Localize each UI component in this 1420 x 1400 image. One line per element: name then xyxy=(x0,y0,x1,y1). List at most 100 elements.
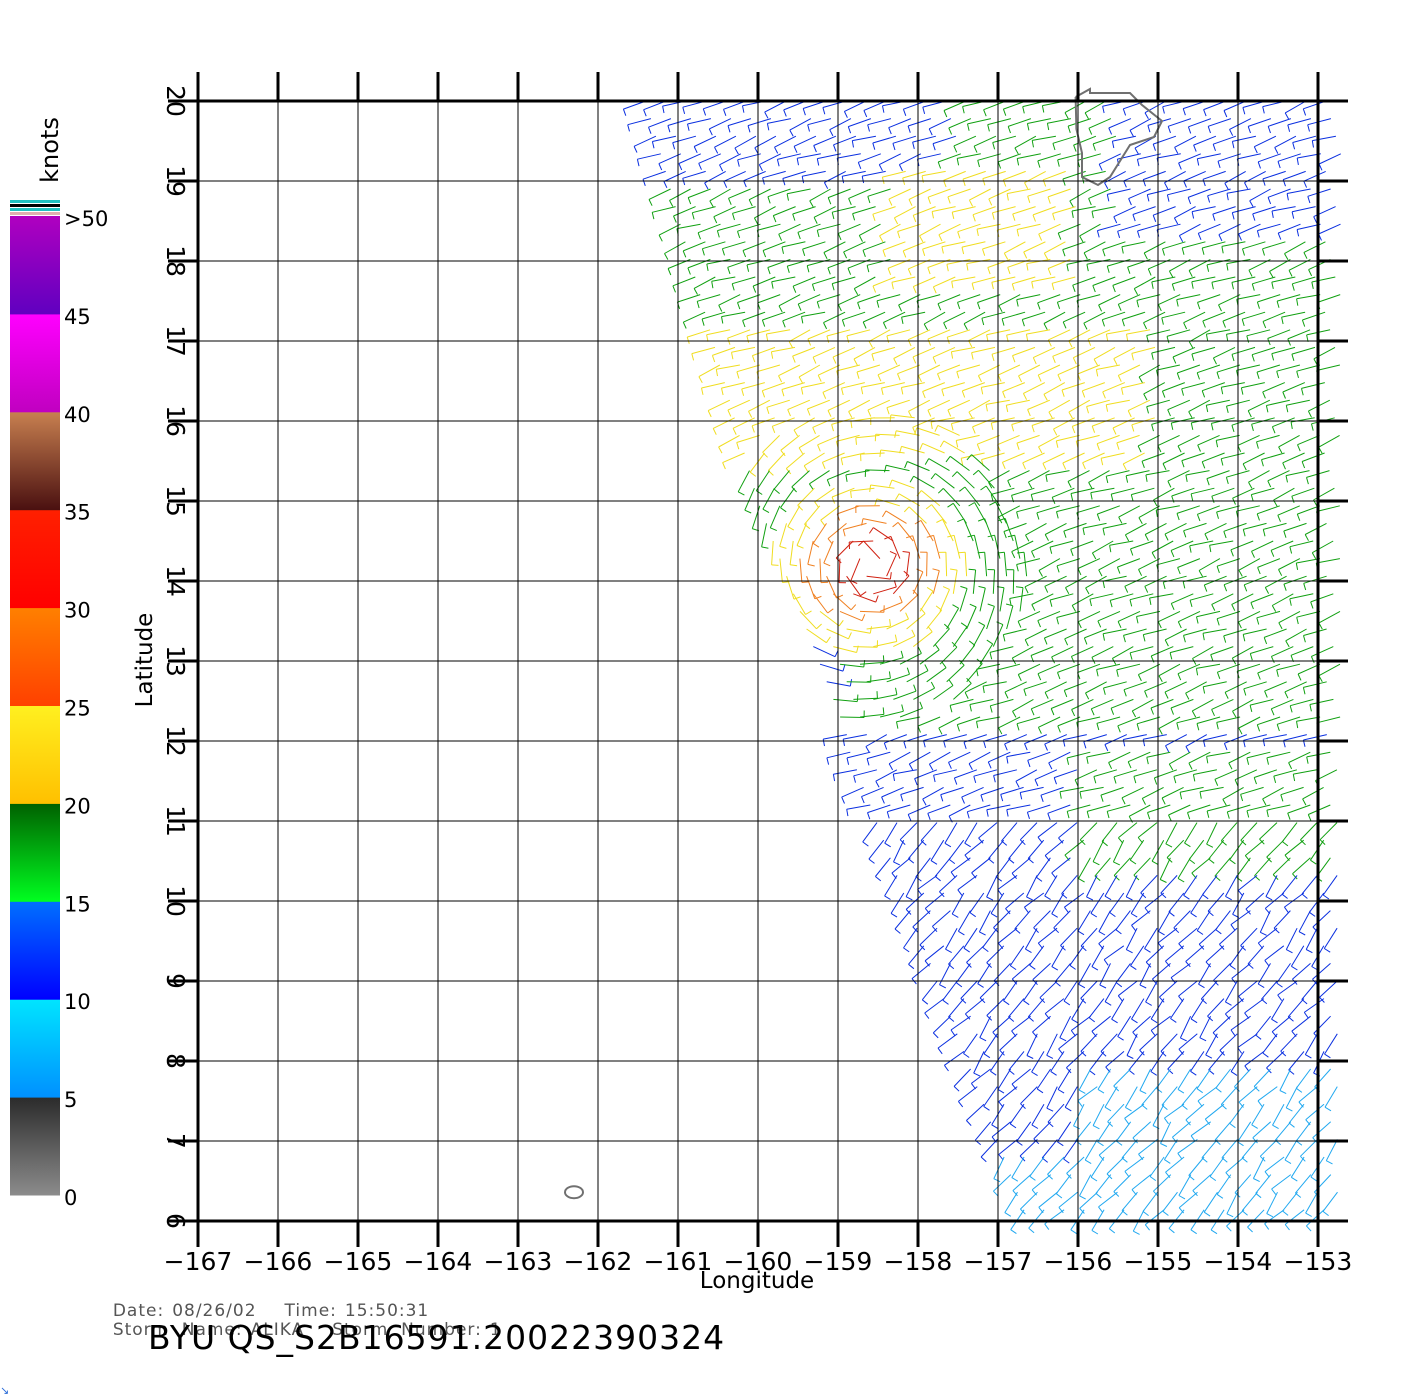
wind-barb-flag xyxy=(1176,372,1181,380)
wind-barb xyxy=(801,382,825,389)
wind-barb-flag xyxy=(1124,1171,1130,1178)
wind-barb-flag xyxy=(1216,618,1220,626)
wind-barb xyxy=(1257,294,1281,303)
wind-barb-flag xyxy=(827,538,833,545)
wind-barb-flag xyxy=(821,462,826,469)
wind-barb xyxy=(1138,1139,1158,1155)
wind-barb-flag xyxy=(1280,794,1284,802)
wind-barb-flag xyxy=(878,164,883,172)
wind-barb xyxy=(736,434,760,443)
wind-barb-flag xyxy=(1108,1228,1116,1234)
wind-barb xyxy=(1011,1068,1031,1085)
wind-barb xyxy=(1292,135,1317,143)
wind-barb xyxy=(796,523,807,546)
wind-barb-flag xyxy=(969,704,972,712)
wind-barb xyxy=(762,382,785,392)
wind-barb-flag xyxy=(1185,746,1190,753)
wind-barb-flag xyxy=(1045,474,1048,482)
wind-barb xyxy=(1210,646,1234,656)
wind-barb xyxy=(1166,329,1191,337)
colorbar-unit-label: knots xyxy=(36,117,64,183)
wind-barb-flag xyxy=(1287,338,1291,346)
wind-barb-flag xyxy=(1223,584,1228,592)
wind-barb xyxy=(937,1033,958,1049)
wind-barb xyxy=(941,382,965,390)
wind-barb xyxy=(1115,1121,1132,1142)
wind-barb-flag xyxy=(968,502,975,507)
wind-barb xyxy=(879,153,902,166)
wind-barb-flag xyxy=(1158,675,1163,683)
wind-barb-flag xyxy=(771,564,779,566)
wind-barb-flag xyxy=(951,281,954,289)
wind-barb xyxy=(1125,927,1138,950)
wind-barb-flag xyxy=(1024,586,1029,594)
wind-barb-flag xyxy=(709,200,714,208)
wind-barb-flag xyxy=(1177,621,1182,629)
wind-barb-flag xyxy=(1051,913,1058,918)
wind-barb-flag xyxy=(1104,895,1112,901)
wind-barb xyxy=(1138,505,1161,519)
wind-barb xyxy=(1216,1174,1232,1195)
wind-barb xyxy=(909,751,931,765)
wind-barb xyxy=(1060,927,1078,946)
wind-barb xyxy=(1296,558,1320,564)
wind-barb-flag xyxy=(1147,268,1152,276)
wind-barb xyxy=(716,364,740,370)
wind-barb-flag xyxy=(1287,124,1291,132)
wind-barb-flag xyxy=(1118,837,1124,844)
wind-barb xyxy=(1252,1156,1265,1179)
wind-barb-flag xyxy=(1100,794,1104,802)
wind-barb-flag xyxy=(1230,924,1236,931)
wind-barb xyxy=(1280,1033,1298,1052)
wind-barb xyxy=(1012,1174,1032,1191)
wind-barb xyxy=(1129,646,1154,654)
wind-barb-flag xyxy=(1244,1065,1250,1072)
wind-barb-flag xyxy=(1246,335,1250,343)
wind-barb-flag xyxy=(1180,1037,1187,1042)
wind-barb xyxy=(971,857,991,874)
wind-barb-flag xyxy=(1004,1212,1012,1217)
wind-barb xyxy=(1258,153,1281,163)
wind-barb xyxy=(1181,1086,1198,1106)
wind-barb xyxy=(1237,1033,1258,1049)
wind-barb xyxy=(978,910,991,933)
wind-barb-flag xyxy=(1091,657,1096,664)
wind-barb xyxy=(884,875,898,897)
wind-barb xyxy=(882,170,906,178)
wind-barb xyxy=(1257,558,1281,568)
wind-barb-flag xyxy=(1177,673,1182,681)
wind-barb-flag xyxy=(846,757,850,765)
wind-barb-flag xyxy=(1090,912,1098,918)
wind-barb-flag xyxy=(1288,1122,1295,1128)
wind-barb xyxy=(893,690,917,700)
wind-barb xyxy=(992,569,996,594)
wind-barb xyxy=(1104,875,1118,897)
wind-barb-flag xyxy=(1113,1191,1120,1197)
wind-barb-flag xyxy=(1040,795,1044,802)
wind-barb xyxy=(677,294,701,303)
wind-barb-flag xyxy=(743,180,747,188)
wind-barb xyxy=(972,625,986,647)
wind-barb-flag xyxy=(1038,570,1043,577)
wind-barb-flag xyxy=(1165,1171,1171,1179)
wind-barb-flag xyxy=(1271,353,1275,361)
wind-barb xyxy=(1240,786,1264,795)
wind-barb-flag xyxy=(847,268,852,275)
wind-barb-flag xyxy=(1031,140,1034,148)
wind-barb xyxy=(972,417,995,428)
wind-barb xyxy=(918,364,941,377)
wind-barb xyxy=(1079,786,1104,793)
x-tick-label: −160 xyxy=(724,1247,793,1276)
wind-barb-flag xyxy=(1131,924,1137,932)
colorbar-tick-label: 15 xyxy=(64,892,91,916)
wind-barb xyxy=(1289,540,1314,548)
wind-barb-flag xyxy=(781,246,784,254)
wind-barb xyxy=(1287,118,1312,126)
wind-barb-flag xyxy=(955,982,963,988)
wind-barb xyxy=(943,734,967,742)
wind-barb xyxy=(1147,804,1171,813)
wind-barb-flag xyxy=(976,444,981,451)
wind-barb xyxy=(1215,1068,1231,1089)
wind-barb xyxy=(1262,170,1286,180)
wind-barb-flag xyxy=(1177,567,1181,575)
